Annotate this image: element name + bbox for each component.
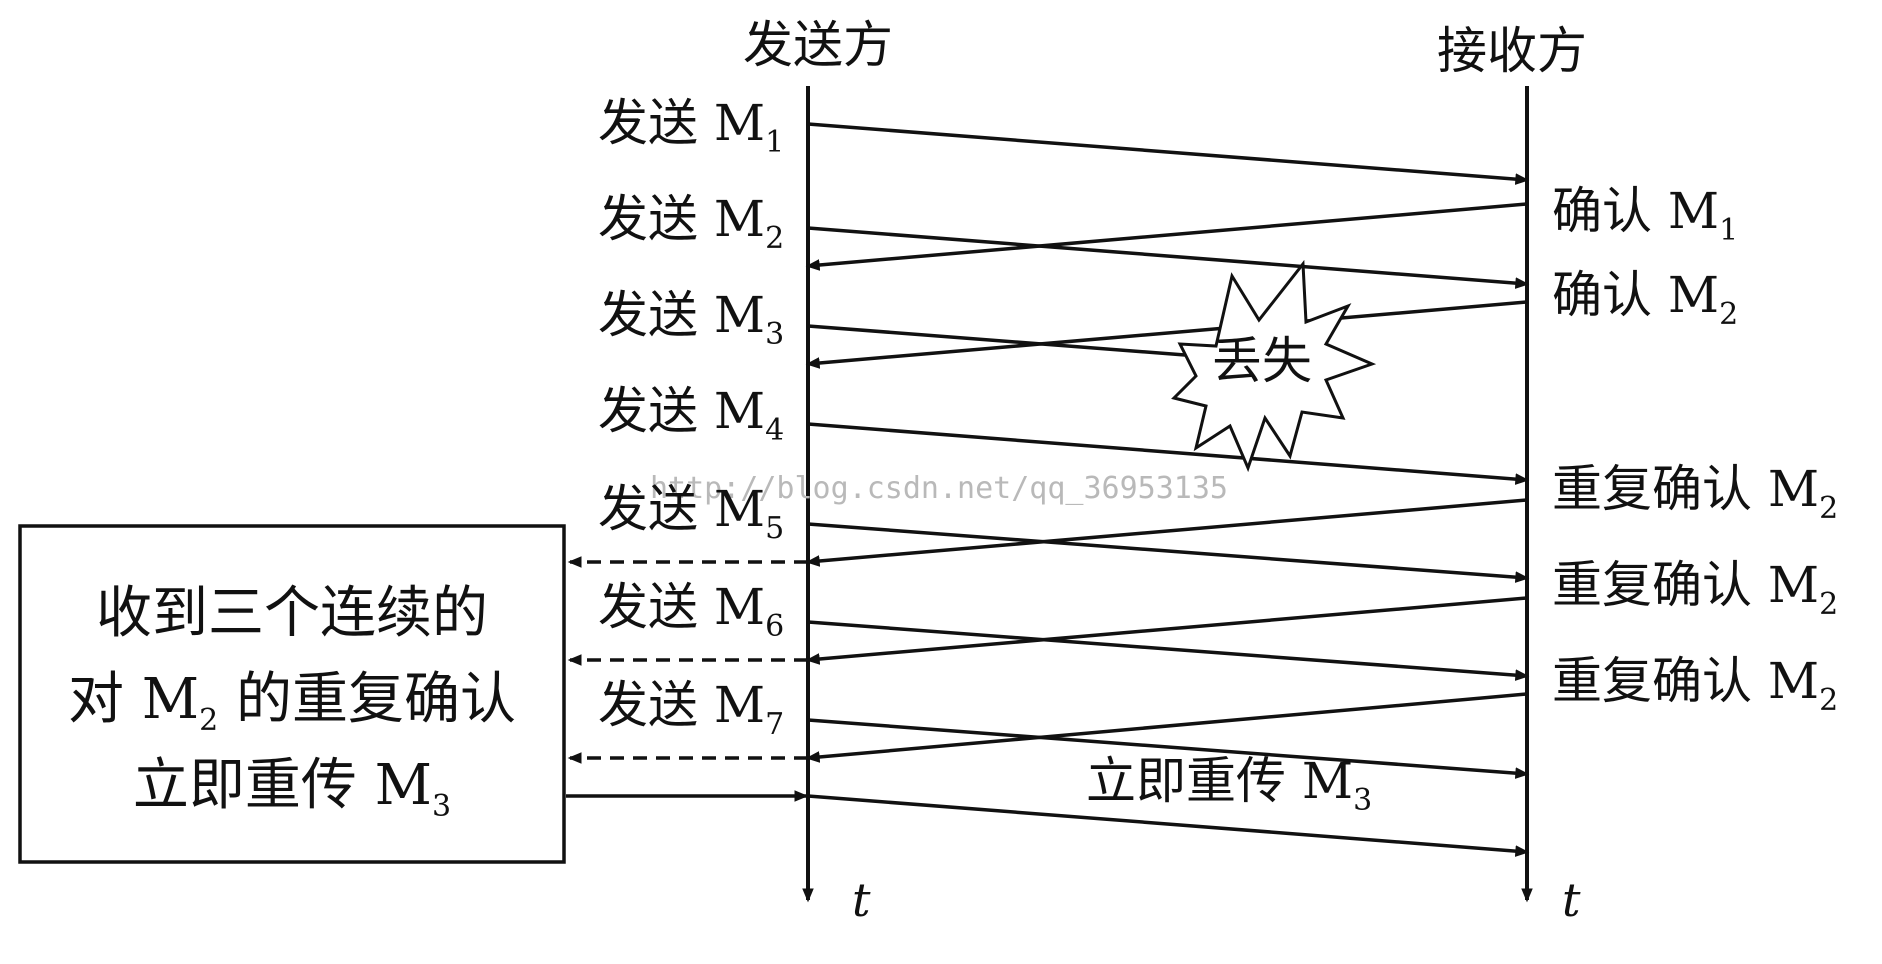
explanation-box — [18, 524, 566, 864]
receiver-time-axis-label: t — [1562, 873, 1581, 927]
ack-m1-arrow — [805, 202, 1528, 271]
segment-m7-arrow — [807, 718, 1530, 779]
data-segment-arrows — [807, 122, 1530, 857]
ack-labels: 确认 M1 确认 M2 重复确认 M2 重复确认 M2 重复确认 M2 — [1552, 182, 1838, 718]
send-label-m5: 发送 M5 — [598, 480, 784, 546]
ack-arrows — [805, 202, 1528, 763]
watermark: http://blog.csdn.net/qq_36953135 — [650, 471, 1228, 506]
sender-header: 发送方 — [743, 16, 893, 74]
dup-ack-label-1: 重复确认 M2 — [1552, 460, 1838, 526]
retransmit-label: 立即重传 M3 — [1086, 752, 1372, 818]
ack-m2-arrow — [805, 300, 1528, 369]
loss-starburst — [1171, 259, 1377, 473]
segment-m2-arrow — [807, 226, 1530, 289]
box-line-1: 收到三个连续的 — [96, 581, 488, 646]
dup-ack-label-3: 重复确认 M2 — [1552, 652, 1838, 718]
send-label-m4: 发送 M4 — [598, 382, 784, 448]
sender-time-axis-label: t — [852, 873, 871, 927]
segment-m6-arrow — [807, 620, 1530, 681]
send-label-m6: 发送 M6 — [598, 578, 784, 644]
send-label-m3: 发送 M3 — [598, 286, 784, 352]
segment-m5-arrow — [807, 522, 1530, 583]
box-line-3: 立即重传 M3 — [133, 753, 451, 824]
retransmit-m3-arrow — [807, 794, 1530, 857]
receiver-header: 接收方 — [1437, 22, 1587, 80]
box-line-2: 对 M2 的重复确认 — [68, 667, 516, 738]
send-label-m7: 发送 M7 — [598, 676, 784, 742]
segment-m3-arrow-lost — [807, 324, 1199, 358]
dup-ack-2-arrow — [805, 596, 1528, 665]
ack-label-m2: 确认 M2 — [1552, 266, 1738, 332]
dup-ack-label-2: 重复确认 M2 — [1552, 556, 1838, 622]
dup-ack-1-arrow — [805, 498, 1528, 567]
send-label-m1: 发送 M1 — [598, 94, 784, 160]
segment-m1-arrow — [807, 122, 1530, 185]
send-labels: 发送 M1 发送 M2 发送 M3 发送 M4 发送 M5 发送 M6 发送 M… — [598, 94, 784, 742]
lost-label: 丢失 — [1212, 332, 1312, 390]
send-label-m2: 发送 M2 — [598, 190, 784, 256]
ack-label-m1: 确认 M1 — [1552, 182, 1738, 248]
dup-ack-3-arrow — [805, 692, 1528, 763]
trigger-arrows — [566, 556, 809, 802]
segment-m4-arrow — [807, 422, 1530, 485]
